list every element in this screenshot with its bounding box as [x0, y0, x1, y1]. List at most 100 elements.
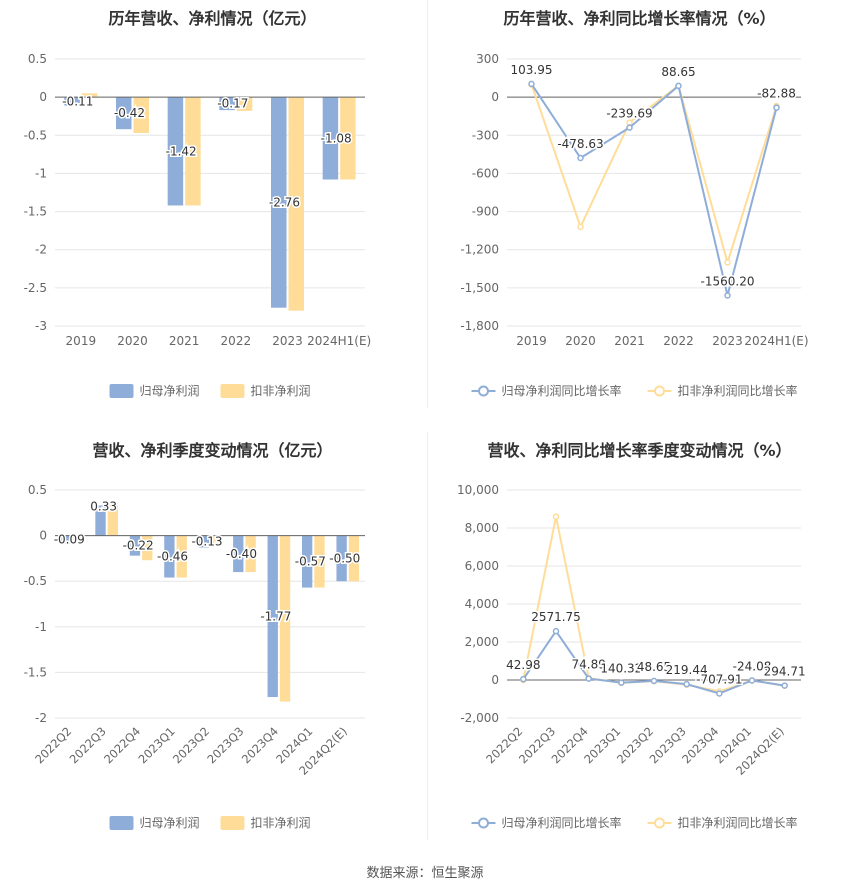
panel-divider-bottom [427, 432, 428, 840]
bar [73, 535, 84, 541]
legend-swatch [220, 816, 245, 830]
legend-point-marker [654, 385, 665, 397]
legend-label: 扣非净利润 [251, 384, 311, 398]
series-point [748, 677, 756, 684]
x-tick-label: 2020 [565, 334, 596, 348]
data-label: -0.22 [123, 539, 154, 553]
x-tick-label: 2023Q1 [136, 724, 178, 766]
data-label: 42.98 [506, 658, 540, 672]
y-tick-label: -1.5 [24, 205, 47, 219]
y-tick-label: -3 [35, 319, 47, 333]
series-point [675, 82, 682, 90]
y-tick-label: -1,200 [460, 243, 499, 257]
data-label: 140.32 [600, 662, 642, 676]
legend-label: 扣非净利润 [251, 816, 311, 830]
y-tick-label: 0 [39, 90, 47, 104]
y-tick-label: 300 [476, 52, 499, 66]
y-tick-label: -300 [472, 128, 499, 142]
bar-chart-annual-profit: 0.5 0 -0.5 -1 -1.5 -2 -2.5 -3 -0.11 -0.42 -1.42 -0.… [24, 52, 371, 398]
chart-title: 营收、净利季度变动情况（亿元） [92, 441, 333, 460]
x-tick-label: 2024H1(E) [744, 334, 808, 348]
bar [107, 505, 118, 536]
y-tick-label: -600 [472, 166, 499, 180]
bar [81, 93, 98, 98]
series-point [626, 119, 633, 126]
y-tick-label: 0.5 [28, 483, 47, 497]
y-tick-label: -0.5 [24, 128, 47, 142]
bar [233, 535, 244, 573]
bar [167, 97, 184, 206]
series-point [618, 679, 625, 686]
legend-label: 归母净利润 [140, 816, 200, 830]
panel-divider-top [427, 0, 428, 408]
series-point [773, 104, 780, 111]
data-label: -0.11 [62, 94, 93, 108]
bar [164, 535, 175, 578]
y-tick-label: -1,800 [460, 319, 499, 333]
series-point [577, 223, 584, 231]
y-tick-label: 10,000 [457, 483, 499, 497]
data-label: 48.65 [637, 660, 671, 674]
x-tick-label: 2022Q2 [32, 724, 74, 766]
data-label: 0.33 [90, 500, 117, 514]
y-tick-label: -1,500 [460, 281, 499, 295]
legend-point-marker [478, 817, 489, 829]
x-tick-label: 2019 [516, 334, 547, 348]
bar [302, 535, 313, 588]
chart-title: 营收、净利同比增长率季度变动情况（%） [487, 441, 792, 460]
data-label: -0.13 [191, 535, 222, 549]
legend-swatch [109, 816, 134, 830]
x-tick-label: 2024H1(E) [307, 334, 371, 348]
data-label: -1.77 [260, 609, 291, 623]
chart-panel-annual-growth: 历年营收、净利同比增长率情况（%） 300 0 -300 -600 -900 -1,200… [429, 0, 850, 410]
x-tick-label: 2021 [169, 334, 200, 348]
bar [245, 535, 256, 573]
series-line [530, 84, 778, 266]
legend-swatch [109, 384, 134, 398]
data-label: 103.95 [511, 63, 553, 77]
y-tick-label: 4,000 [465, 597, 499, 611]
chart-title: 历年营收、净利情况（亿元） [108, 9, 317, 28]
y-tick-label: -900 [472, 205, 499, 219]
y-tick-label: -0.5 [24, 574, 47, 588]
data-label: -0.50 [329, 551, 360, 565]
series-point [552, 627, 560, 635]
data-label: -0.17 [217, 97, 248, 111]
legend-swatch [220, 384, 245, 398]
series-point [716, 690, 723, 697]
x-tick-label: 2023Q3 [204, 724, 246, 766]
legend-point-marker [654, 817, 665, 829]
bar [267, 535, 278, 698]
y-tick-label: -1.5 [24, 665, 47, 679]
bar [64, 97, 80, 106]
bar [288, 97, 304, 311]
chart-panel-annual-profit: 历年营收、净利情况（亿元） 0.5 0 -0.5 -1 -1.5 -2 -2.5 -3 -0.1… [0, 0, 425, 410]
y-tick-label: 0 [491, 673, 499, 687]
y-tick-label: -2 [35, 243, 47, 257]
bar [185, 97, 201, 206]
bar [314, 535, 325, 588]
y-tick-label: -2.5 [24, 281, 47, 295]
bar [336, 535, 347, 582]
line-chart-quarterly-growth: 10,000 8,000 6,000 4,000 2,000 0 -2,000 42.98 25… [457, 483, 807, 830]
data-label: -24.08 [733, 659, 772, 673]
y-tick-label: -2,000 [460, 711, 499, 725]
bar [211, 535, 222, 545]
y-tick-label: 0 [39, 529, 47, 543]
x-tick-label: 2021 [614, 334, 645, 348]
y-tick-label: 0.5 [28, 52, 47, 66]
x-tick-label: 2023Q4 [239, 724, 281, 766]
y-tick-label: -1 [35, 620, 47, 634]
y-tick-label: 0 [491, 90, 499, 104]
y-tick-label: -2 [35, 711, 47, 725]
series-line [530, 83, 778, 296]
chart-panel-quarterly-growth: 营收、净利同比增长率季度变动情况（%） 10,000 8,000 6,000 4,00… [429, 432, 850, 842]
y-tick-label: 2,000 [465, 635, 499, 649]
line-chart-annual-growth: 300 0 -300 -600 -900 -1,200 -1,500 -1,800 103.95… [460, 52, 808, 398]
data-label: -0.42 [114, 106, 145, 120]
bar [271, 97, 287, 308]
data-label: -1560.20 [701, 275, 755, 289]
legend-label: 归母净利润同比增长率 [502, 383, 622, 398]
bar [322, 97, 339, 180]
series-point [650, 677, 658, 685]
